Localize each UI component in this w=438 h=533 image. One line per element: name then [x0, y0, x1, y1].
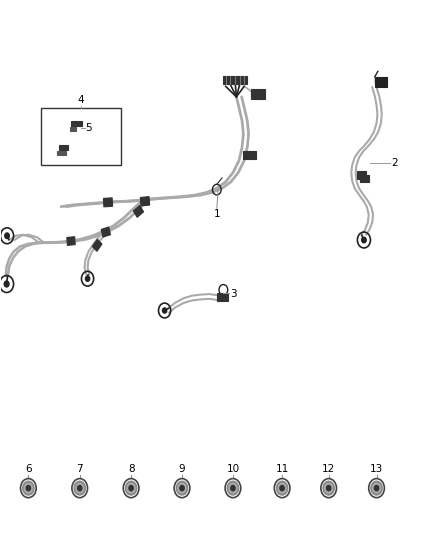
Text: 4: 4 [78, 95, 85, 106]
Bar [41, 109, 121, 165]
Bar [217, 293, 228, 301]
Circle shape [180, 486, 184, 491]
Circle shape [25, 483, 32, 493]
Text: 5: 5 [85, 123, 92, 133]
Bar [92, 239, 102, 252]
Circle shape [85, 276, 90, 281]
Circle shape [325, 483, 332, 493]
Circle shape [326, 486, 331, 491]
Bar [357, 171, 366, 179]
Bar [59, 146, 68, 150]
Circle shape [178, 483, 186, 493]
Text: 3: 3 [230, 289, 237, 299]
Bar [140, 197, 150, 206]
Circle shape [276, 481, 288, 495]
Circle shape [231, 486, 235, 491]
Circle shape [227, 481, 239, 495]
Bar [57, 151, 66, 155]
Circle shape [5, 233, 9, 239]
Circle shape [371, 481, 382, 495]
Bar [360, 174, 369, 182]
Circle shape [362, 237, 366, 243]
Bar [134, 205, 144, 217]
Circle shape [78, 486, 82, 491]
Bar [375, 77, 387, 87]
Circle shape [373, 483, 381, 493]
Circle shape [23, 481, 34, 495]
Circle shape [26, 486, 31, 491]
Circle shape [129, 486, 133, 491]
Bar [71, 120, 82, 126]
Text: 12: 12 [322, 464, 336, 474]
Text: 9: 9 [179, 464, 185, 474]
Bar [103, 198, 113, 207]
Text: 8: 8 [128, 464, 134, 474]
Circle shape [229, 483, 237, 493]
Bar [223, 76, 247, 84]
Bar [70, 126, 76, 131]
Text: 13: 13 [370, 464, 383, 474]
Circle shape [374, 486, 379, 491]
Circle shape [162, 308, 167, 313]
Bar [101, 227, 110, 237]
Circle shape [323, 481, 334, 495]
Text: 6: 6 [25, 464, 32, 474]
Circle shape [177, 481, 187, 495]
Bar [67, 237, 75, 245]
Circle shape [127, 483, 135, 493]
Text: 1: 1 [213, 209, 220, 219]
Circle shape [4, 281, 9, 287]
Bar [251, 90, 265, 99]
Circle shape [125, 481, 137, 495]
Text: 7: 7 [76, 464, 83, 474]
Circle shape [74, 481, 85, 495]
Text: 11: 11 [276, 464, 289, 474]
Circle shape [278, 483, 286, 493]
Bar [244, 151, 255, 159]
Text: 10: 10 [226, 464, 240, 474]
Circle shape [76, 483, 84, 493]
Circle shape [280, 486, 284, 491]
Text: 2: 2 [391, 158, 398, 168]
